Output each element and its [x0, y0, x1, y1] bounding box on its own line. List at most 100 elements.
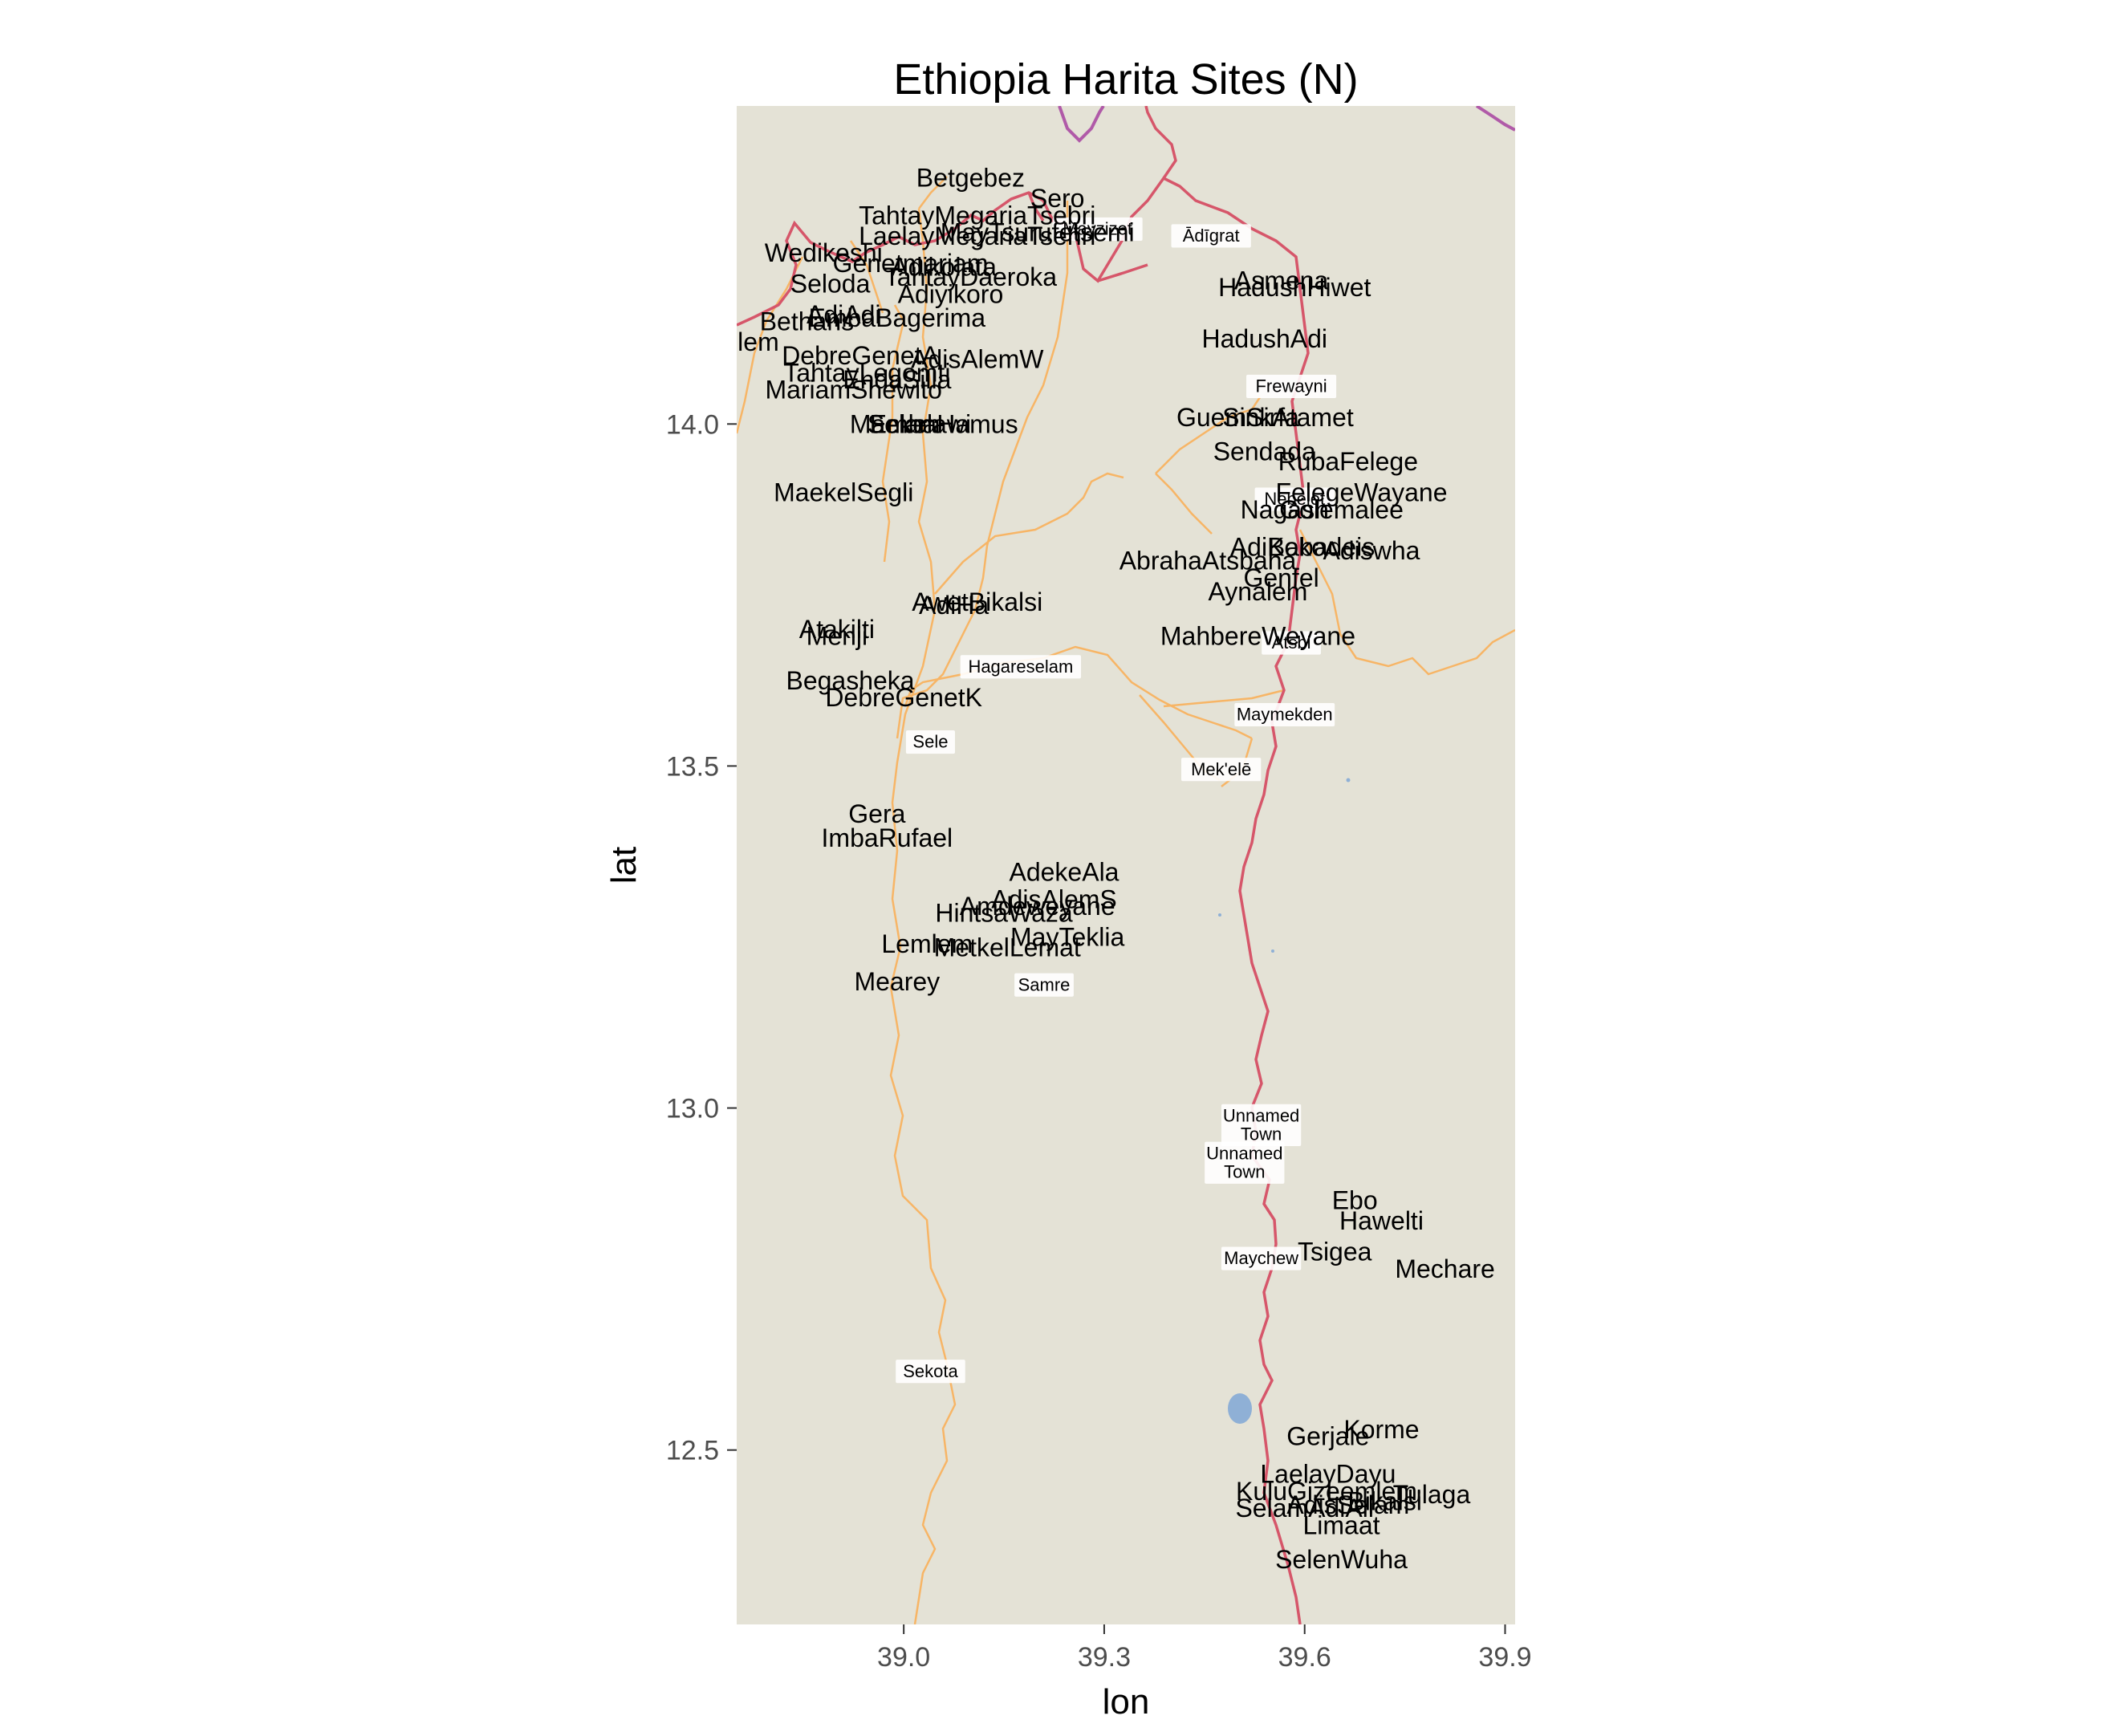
map-town-text: Unnamed [1206, 1143, 1282, 1163]
site-label: TahtayDaeroka [884, 262, 1057, 291]
y-tick-label: 13.5 [666, 751, 719, 782]
site-label: AdiAdi [807, 300, 881, 329]
site-label: MahbereWeyane [1160, 621, 1355, 650]
site-label: Lemlem [1326, 1477, 1417, 1506]
site-label: Selam [868, 409, 941, 438]
site-label: AwetBikalsi [912, 587, 1042, 616]
map-town-labels: Ādīgrat Frewayni Hagareselam Maymekden Sele M… [896, 217, 1337, 1384]
map-town-label: Samre [1014, 973, 1074, 997]
map-town-text: Maychew [1224, 1248, 1298, 1268]
site-label: Begasheka [786, 666, 914, 695]
site-label: AdisSelam [1286, 1490, 1409, 1519]
map-town-label: Ādīgrat [1171, 224, 1251, 248]
site-label: Aynalem [1208, 577, 1307, 606]
site-label: Genfel [1243, 563, 1319, 592]
site-label: HadushAdi [1201, 324, 1327, 353]
site-label: Gerjale [1286, 1422, 1369, 1451]
site-label: Wedikeshi [765, 238, 883, 267]
site-label: Amdeweyane [960, 892, 1115, 921]
site-label: RubaFelege [1278, 447, 1418, 476]
map-town-text: Samre [1018, 974, 1071, 994]
site-label: FelegeWayane [1275, 478, 1447, 507]
site-label: MetkelLemat [934, 933, 1081, 962]
y-tick-label: 14.0 [666, 409, 719, 440]
site-label: Maekelawi [850, 409, 971, 438]
site-label: Ebo [1332, 1186, 1378, 1215]
site-label: Bethans [760, 307, 854, 335]
map-town-text: Unnamed [1223, 1105, 1299, 1125]
map-town-text: Hagareselam [968, 657, 1073, 677]
site-label: MayTsurufetsemi [941, 218, 1135, 247]
road-network [737, 106, 1515, 1624]
map-town-label: Sele [905, 730, 955, 754]
site-label: Bikalsi [1347, 1487, 1421, 1516]
map-town-label: Hagareselam [960, 655, 1082, 679]
site-label: Menji [807, 621, 868, 650]
site-label: Korme [1343, 1415, 1419, 1444]
chart-title: Ethiopia Harita Sites (N) [893, 55, 1358, 104]
site-label: Lemlem [881, 929, 973, 958]
site-label: Mechare [1395, 1254, 1495, 1283]
site-label: Adiswha [1323, 536, 1420, 565]
site-label: EmbaHamus [870, 409, 1018, 438]
map-town-label: Frewayni [1246, 374, 1337, 398]
x-tick-label: 39.6 [1278, 1642, 1331, 1673]
y-axis-label: lat [604, 847, 644, 884]
water-features [1218, 778, 1351, 1424]
site-label: SelamAdiAli [1235, 1494, 1374, 1523]
site-label: KuluGize [1236, 1477, 1340, 1506]
site-label: Tsigea [1298, 1238, 1372, 1266]
x-tick-label: 39.0 [877, 1642, 930, 1673]
site-label: TahtayLegomti [783, 358, 950, 387]
site-label: AdiHa [919, 591, 989, 620]
map-town-text: Sele [912, 732, 948, 752]
map-town-label: Mek'elē [1180, 758, 1262, 782]
map-town-text: Atsbi [1272, 632, 1311, 653]
map-town-label: Maychew [1221, 1246, 1302, 1270]
map-town-text: Maymekden [1237, 705, 1333, 725]
map-town-label: Nebelet [1254, 487, 1335, 511]
map-town-text: Mek'elē [1191, 759, 1251, 779]
map-town-text: Mayzizet [1063, 219, 1132, 239]
site-label: Limaat [1302, 1510, 1380, 1539]
site-label: TahtayMegariaTsebri [859, 201, 1095, 230]
map-town-text: Town [1241, 1124, 1282, 1144]
map-town-label: Mayzizet [1052, 217, 1143, 241]
site-label: Asmena [1234, 266, 1329, 295]
site-label: Sendada [1213, 437, 1316, 466]
site-label: AbrahaAtsbaha [1119, 547, 1297, 575]
site-label: LaelayMegariaTsehri [859, 222, 1095, 250]
site-label: DebreGenetA [782, 341, 939, 370]
site-labels: BetgebezSeroTahtayMegariaTsebriLaelayMeg… [688, 163, 1495, 1574]
y-tick-label: 13.0 [666, 1094, 719, 1124]
site-label: ImbaRufael [822, 823, 953, 852]
site-label: AdisAlemS [991, 885, 1117, 914]
map-town-text: Sekota [903, 1361, 958, 1381]
site-label: MayTeklia [1010, 922, 1124, 951]
site-label: Tulaga [1393, 1480, 1471, 1509]
site-label: Sero [1030, 184, 1085, 213]
y-tick-label: 12.5 [666, 1436, 719, 1466]
site-label: Babadeis [1268, 533, 1375, 562]
site-label: SelenWuha [1275, 1545, 1408, 1574]
site-label: LaelayDayu [1260, 1460, 1396, 1489]
map-town-text: Frewayni [1255, 376, 1327, 396]
map-town-text: Nebelet [1264, 489, 1325, 509]
map-town-label: Atsbi [1262, 631, 1321, 655]
site-label: EmbaBagerima [809, 303, 986, 332]
map-town-text: Town [1224, 1161, 1265, 1181]
site-label: MaekelSegli [774, 478, 913, 507]
site-label: Adiyikoro [898, 279, 1004, 308]
land-background [737, 106, 1515, 1624]
site-label: Lemlem [688, 327, 779, 356]
x-tick-label: 39.9 [1478, 1642, 1531, 1673]
map-panel[interactable]: Ādīgrat Frewayni Hagareselam Maymekden Sele M… [688, 106, 1515, 1624]
site-label: HadushHiwet [1218, 273, 1371, 302]
site-label: Mearey [854, 967, 940, 996]
x-tick-label: 39.3 [1078, 1642, 1131, 1673]
site-label: MariamShewito [765, 376, 942, 405]
site-label: AdekeAla [1009, 858, 1119, 887]
